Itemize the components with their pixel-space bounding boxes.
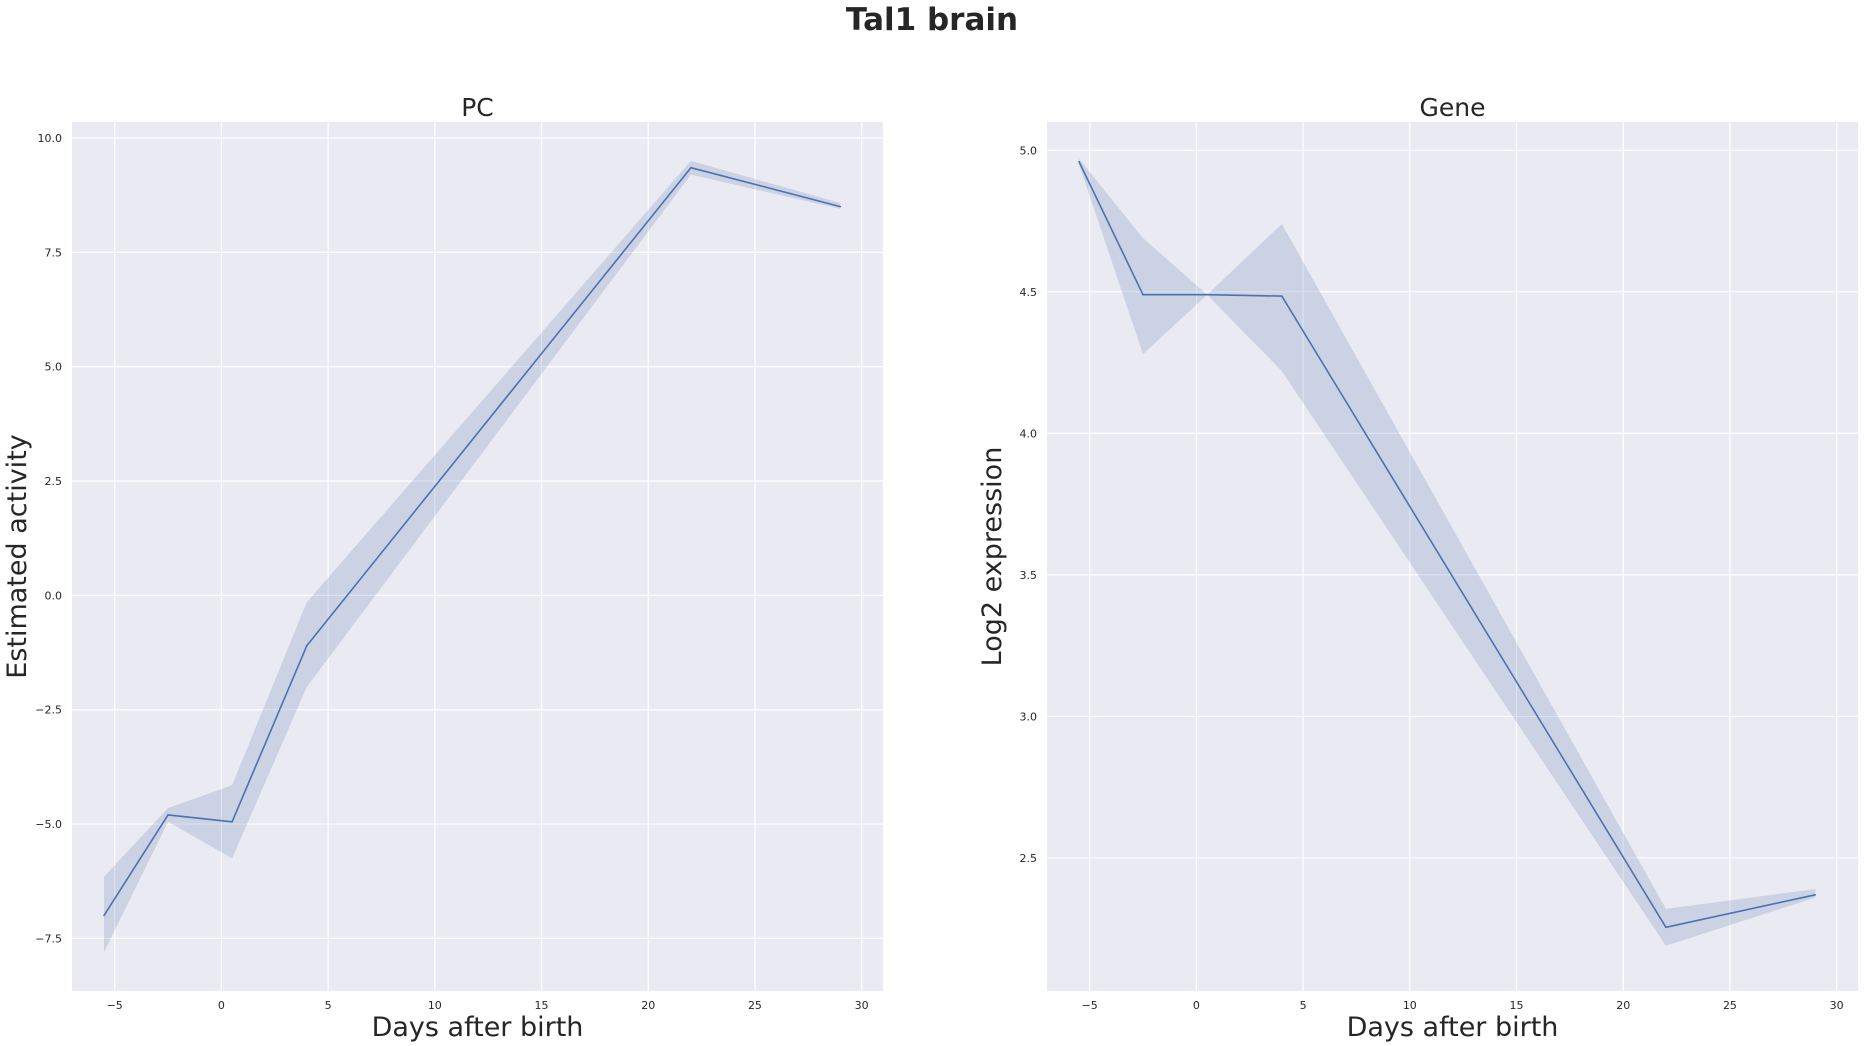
gene-x-tick-label-6: 25 [1723,999,1737,1012]
pc-x-tick-label-5: 20 [641,999,655,1012]
pc-data-point-0 [103,914,105,917]
gene-data-point-0 [1078,160,1080,163]
pc-y-tick-label-4: 2.5 [45,475,63,488]
gene-data-point-1 [1142,293,1144,296]
pc-plot-area [72,122,883,991]
pc-y-axis-label: Estimated activity [2,434,33,679]
pc-x-tick-label-3: 10 [428,999,442,1012]
pc-x-tick-label-6: 25 [748,999,762,1012]
pc-y-tick-label-2: −2.5 [35,704,62,717]
gene-x-tick-label-1: 0 [1193,999,1200,1012]
pc-data-point-5 [839,205,842,208]
pc-y-tick-label-7: 10.0 [38,132,63,145]
gene-y-tick-label-3: 4.0 [1020,427,1038,440]
gene-x-tick-label-2: 5 [1300,999,1307,1012]
gene-data-point-4 [1665,926,1667,929]
gene-x-tick-label-5: 20 [1616,999,1630,1012]
pc-panel-title: PC [461,93,494,122]
gene-data-point-3 [1280,295,1283,297]
pc-data-point-2 [231,820,233,823]
pc-x-tick-label-2: 5 [325,999,332,1012]
gene-data-point-5 [1814,893,1817,896]
pc-x-axis-label: Days after birth [372,1012,584,1043]
gene-x-axis-label: Days after birth [1347,1012,1559,1043]
pc-y-tick-label-3: 0.0 [45,589,63,602]
gene-y-axis-label: Log2 expression [977,447,1008,667]
gene-y-tick-label-0: 2.5 [1020,852,1038,865]
gene-panel-title: Gene [1420,93,1486,122]
pc-data-point-1 [167,814,169,816]
pc-x-tick-label-1: 0 [218,999,225,1012]
gene-y-tick-label-4: 4.5 [1020,286,1038,299]
figure-title: Tal1 brain [845,2,1019,38]
gene-x-tick-label-0: −5 [1082,999,1098,1012]
pc-data-point-4 [690,166,692,169]
pc-x-tick-label-4: 15 [535,999,549,1012]
pc-y-tick-label-6: 7.5 [45,246,63,259]
pc-data-point-3 [305,644,308,647]
pc-x-tick-label-0: −5 [107,999,123,1012]
gene-x-tick-label-4: 15 [1510,999,1524,1012]
gene-y-tick-label-5: 5.0 [1020,144,1038,157]
pc-y-tick-label-1: −5.0 [35,818,62,831]
pc-series-line-0 [103,166,841,916]
gene-confidence-band-0 [1079,158,1816,946]
gene-data-point-2 [1206,293,1208,296]
pc-y-tick-label-0: −7.5 [35,932,62,945]
gene-x-tick-label-7: 30 [1830,999,1844,1012]
gene-x-tick-label-3: 10 [1403,999,1417,1012]
pc-x-tick-label-7: 30 [855,999,869,1012]
gene-y-tick-label-1: 3.0 [1020,710,1038,723]
gene-y-tick-label-2: 3.5 [1020,569,1038,582]
gene-series-line-0 [1078,161,1816,929]
pc-y-tick-label-5: 5.0 [45,361,63,374]
gene-plot-area [1047,122,1858,991]
